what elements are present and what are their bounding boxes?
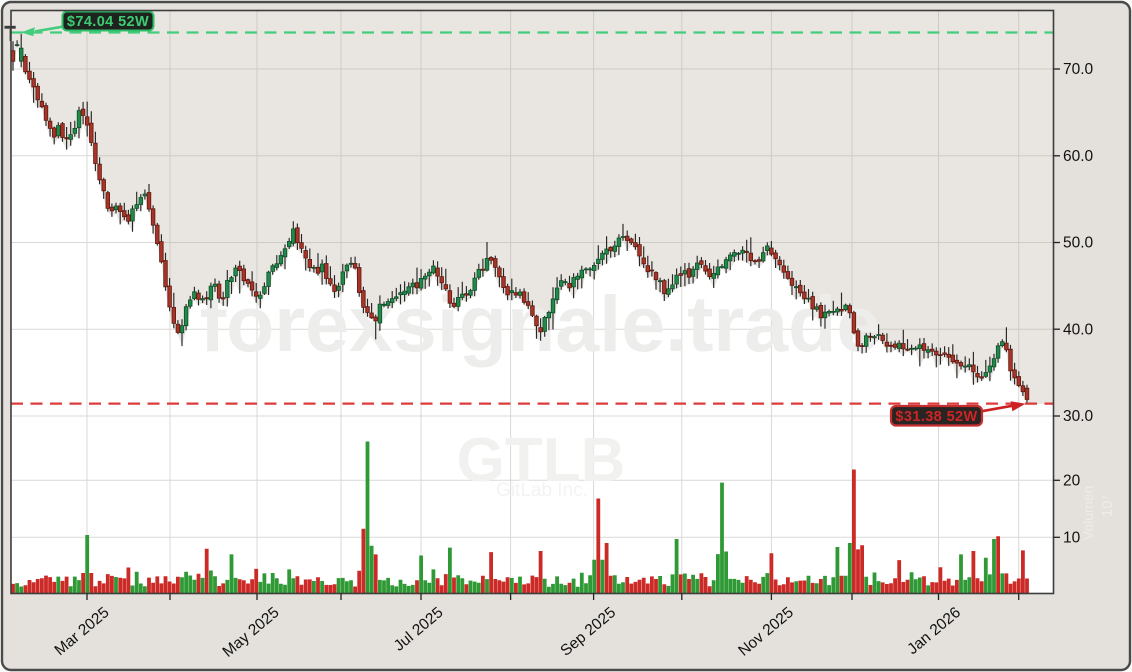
svg-text:10: 10	[1063, 530, 1081, 547]
svg-text:20: 20	[1063, 473, 1081, 490]
svg-text:70.0: 70.0	[1063, 61, 1094, 78]
svg-text:60.0: 60.0	[1063, 148, 1094, 165]
svg-text:10⁷: 10⁷	[1099, 495, 1116, 517]
svg-text:30.0: 30.0	[1063, 408, 1094, 425]
svg-text:50.0: 50.0	[1063, 235, 1094, 252]
svg-text:$74.04 52W: $74.04 52W	[67, 14, 149, 30]
svg-text:GTLB: GTLB	[457, 426, 626, 495]
svg-text:GitLab Inc.: GitLab Inc.	[496, 480, 588, 501]
svg-text:forexsignale.trade: forexsignale.trade	[200, 279, 881, 368]
svg-text:40.0: 40.0	[1063, 321, 1094, 338]
svg-text:$31.38 52W: $31.38 52W	[895, 409, 977, 425]
svg-text:Volumen: Volumen	[1080, 486, 1096, 540]
